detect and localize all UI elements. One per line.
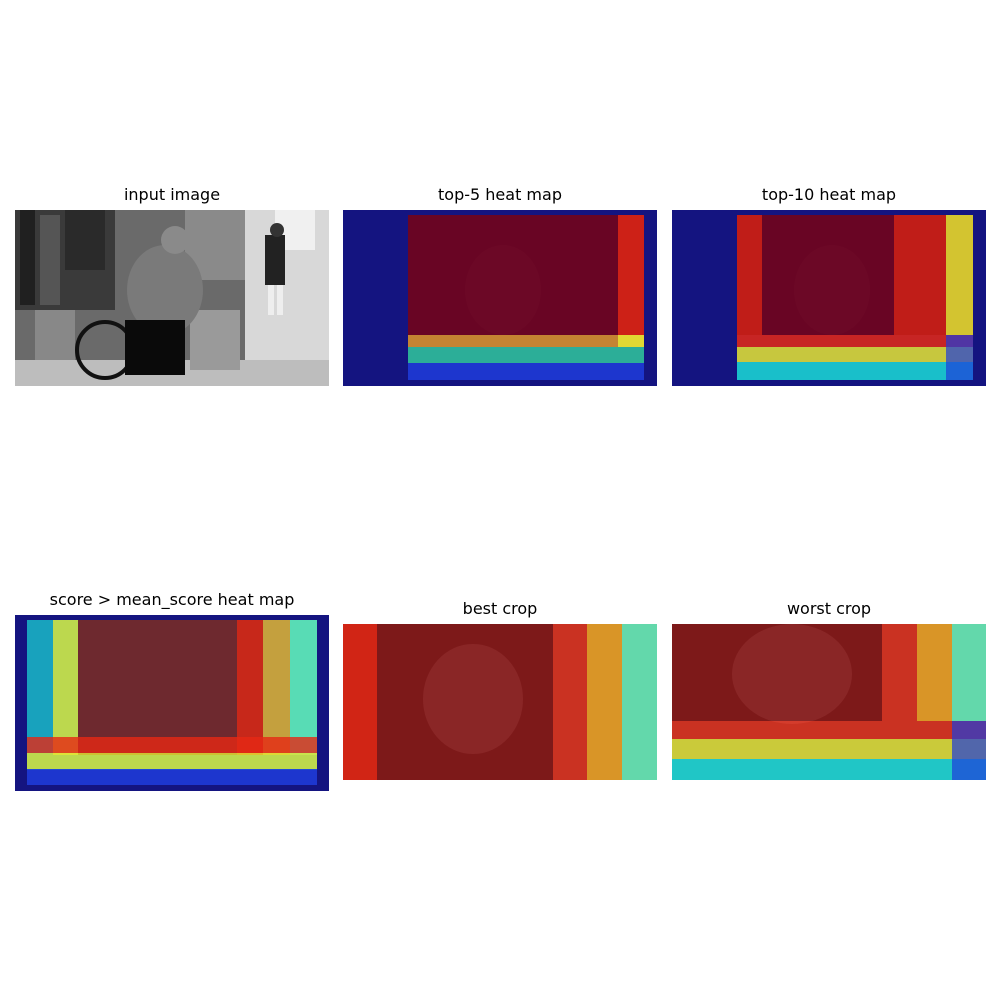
- top10-heat-map: [672, 210, 986, 386]
- panel-title-top10: top-10 heat map: [761, 185, 897, 204]
- street-photo: [15, 210, 329, 386]
- worst-crop: [672, 624, 986, 780]
- panel-title-worst: worst crop: [786, 599, 872, 618]
- heat-overlay: [343, 624, 657, 780]
- best-crop: [343, 624, 657, 780]
- mean-score-heat-map: [15, 615, 329, 791]
- heat-overlay: [672, 624, 986, 780]
- heat-overlay: [15, 615, 329, 791]
- top5-heat-map: [343, 210, 657, 386]
- input-image: [15, 210, 329, 386]
- heat-overlay: [343, 210, 657, 386]
- panel-title-best: best crop: [462, 599, 538, 618]
- panel-title-top5: top-5 heat map: [438, 185, 562, 204]
- heat-overlay: [672, 210, 986, 386]
- panel-title-mean: score > mean_score heat map: [49, 590, 295, 609]
- panel-title-input: input image: [123, 185, 221, 204]
